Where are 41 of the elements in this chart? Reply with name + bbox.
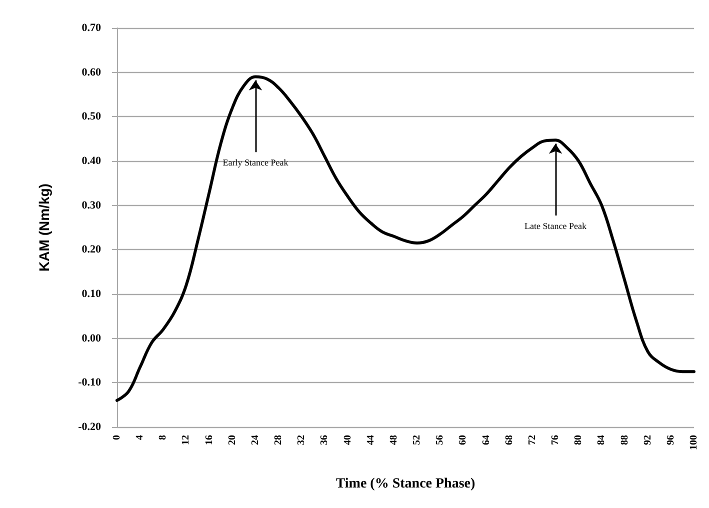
y-tick-label: 0.50 [82,110,102,123]
y-tick-label: 0.10 [82,288,102,300]
x-tick-label: 44 [365,435,376,445]
y-tick-label: 0.30 [82,199,102,212]
annotation: Early Stance Peak [222,158,289,168]
x-tick-label: 24 [250,435,261,445]
x-axis-title: Time (% Stance Phase) [336,476,476,492]
x-tick-label: 60 [458,435,469,445]
x-tick-label: 36 [319,435,330,445]
x-tick-label: 28 [273,435,284,445]
x-tick-label: 40 [342,435,354,445]
y-tick-label: -0.20 [78,421,102,433]
x-tick-label: 0 [112,435,122,440]
x-tick-label: 100 [688,435,700,450]
y-tick-label: -0.10 [78,376,102,389]
x-tick-label: 64 [480,435,492,445]
x-tick-label: 80 [573,435,584,445]
x-tick-label: 48 [388,435,400,445]
x-tick-label: 84 [596,435,608,445]
y-tick-label: 0.00 [82,332,102,344]
x-tick-label: 52 [412,435,423,445]
y-tick-label: 0.20 [82,244,102,256]
y-tick-label: 0.40 [82,155,102,167]
x-tick-label: 88 [619,435,630,445]
y-axis-title: KAM (Nm/kg) [36,184,52,272]
x-tick-label: 8 [158,435,169,440]
x-tick-label: 92 [642,435,654,445]
x-tick-label: 68 [504,435,515,445]
y-tick-label: 0.70 [82,22,102,34]
x-tick-label: 16 [204,435,215,445]
x-tick-label: 96 [665,435,676,445]
x-tick-label: 56 [434,435,446,445]
y-tick-label: 0.60 [82,66,102,78]
x-tick-label: 12 [180,435,192,445]
x-tick-label: 20 [226,435,238,445]
x-tick-label: 32 [296,435,308,445]
x-tick-label: 72 [526,435,538,445]
x-tick-label: 4 [134,435,146,440]
annotation: Late Stance Peak [524,221,587,232]
x-tick-label: 76 [550,435,562,445]
line-series [116,75,696,402]
